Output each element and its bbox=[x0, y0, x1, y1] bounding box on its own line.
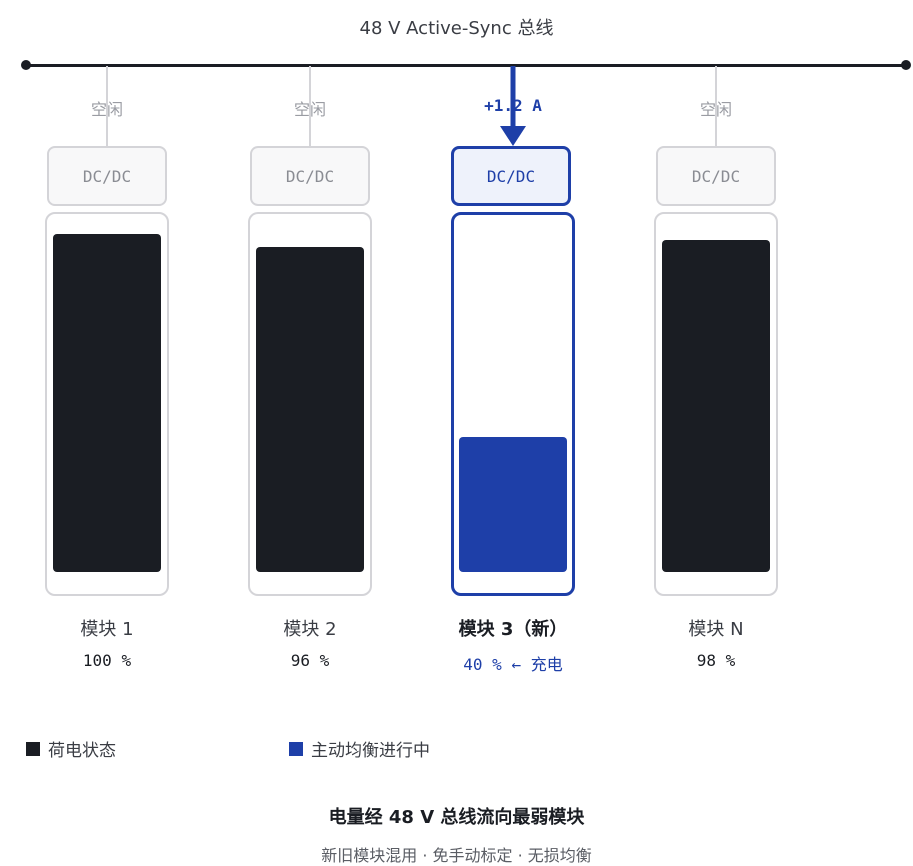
soc-label-2: 96 % bbox=[290, 651, 330, 670]
soc-label-3: 40 % ← 充电 bbox=[463, 655, 563, 674]
status-1: 空闲 bbox=[90, 100, 123, 119]
legend-balancing: 主动均衡进行中 bbox=[289, 736, 430, 761]
caption-subtitle: 新旧模块混用 · 免手动标定 · 无损均衡 bbox=[321, 846, 592, 865]
status-n: 空闲 bbox=[699, 100, 732, 119]
cell-2 bbox=[248, 212, 372, 596]
soc-fill-1 bbox=[53, 234, 161, 572]
bus-line bbox=[26, 64, 907, 67]
module-name-1: 模块 1 bbox=[80, 619, 134, 640]
caption-title: 电量经 48 V 总线流向最弱模块 bbox=[328, 807, 585, 828]
legend-soc-label: 荷电状态 bbox=[48, 741, 116, 761]
soc-label-n: 98 % bbox=[696, 651, 736, 670]
connector-n bbox=[715, 66, 717, 148]
legend-balancing-label: 主动均衡进行中 bbox=[311, 741, 430, 761]
cell-n bbox=[654, 212, 778, 596]
bus-end-right bbox=[901, 60, 911, 70]
connector-1 bbox=[106, 66, 108, 148]
connector-2 bbox=[309, 66, 311, 148]
legend-soc: 荷电状态 bbox=[26, 736, 116, 761]
cell-1 bbox=[45, 212, 169, 596]
soc-fill-2 bbox=[256, 247, 364, 572]
status-2: 空闲 bbox=[293, 100, 326, 119]
cell-3 bbox=[451, 212, 575, 596]
soc-fill-n bbox=[662, 240, 770, 572]
soc-label-1: 100 % bbox=[82, 651, 132, 670]
bus-end-left bbox=[21, 60, 31, 70]
soc-fill-3 bbox=[459, 437, 567, 572]
legend-soc-swatch bbox=[26, 741, 40, 756]
module-name-n: 模块 N bbox=[688, 619, 744, 640]
module-name-2: 模块 2 bbox=[283, 619, 337, 640]
dcdc-n: DC/DC bbox=[656, 146, 776, 206]
charge-arrow-icon bbox=[500, 66, 526, 146]
dcdc-1: DC/DC bbox=[47, 146, 167, 206]
bus-title: 48 V Active-Sync 总线 bbox=[359, 18, 554, 39]
legend-balancing-swatch bbox=[289, 741, 303, 756]
module-name-3: 模块 3（新） bbox=[458, 619, 568, 640]
dcdc-3: DC/DC bbox=[451, 146, 571, 206]
dcdc-2: DC/DC bbox=[250, 146, 370, 206]
